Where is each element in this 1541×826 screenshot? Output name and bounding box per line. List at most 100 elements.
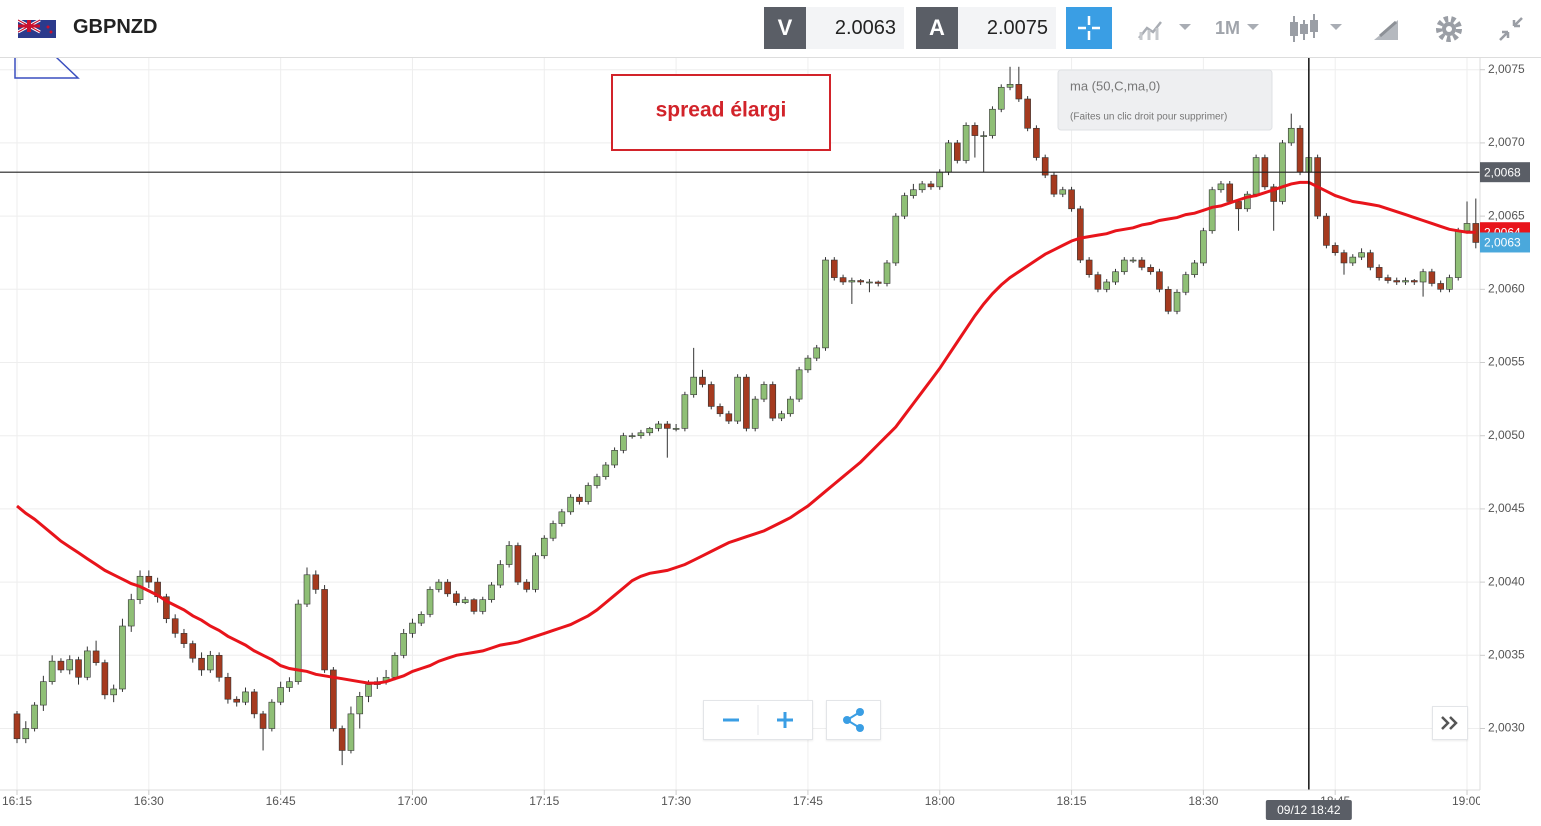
candle-body [1340, 252, 1348, 264]
candle-body [558, 511, 566, 524]
candle-body [901, 195, 908, 217]
candle-body [1200, 230, 1207, 264]
candle-body [628, 435, 636, 438]
candle-body [497, 564, 504, 586]
annotation-box [611, 74, 831, 151]
candle-body [1182, 274, 1190, 293]
candle-body [1208, 189, 1216, 232]
candle-body [321, 589, 328, 671]
candle-body [936, 171, 944, 188]
chart-type-button[interactable] [1135, 14, 1195, 44]
candle-body [1367, 252, 1374, 268]
candles-button[interactable] [1286, 12, 1346, 46]
ask-price[interactable]: 2.0075 [958, 7, 1056, 49]
candle-body [971, 125, 979, 136]
candle-body [1015, 84, 1023, 100]
settings-button[interactable] [1434, 14, 1464, 44]
candle-body [980, 135, 987, 137]
candle-body [48, 660, 56, 682]
candle-body [13, 713, 21, 740]
candle-body [1217, 183, 1225, 191]
timeframe[interactable]: 1M [1215, 18, 1241, 38]
candle-body [286, 681, 293, 688]
candle-body [330, 669, 337, 729]
plot-area [0, 58, 1480, 790]
y-tick-label: 2,0035 [1488, 647, 1525, 661]
candle-body [1173, 291, 1181, 312]
candle-body [242, 691, 249, 703]
bid-price[interactable]: 2.0063 [806, 7, 904, 49]
candle-body [1164, 289, 1172, 312]
candle-body [866, 281, 873, 284]
candle-body [1296, 127, 1304, 173]
candle-body [250, 691, 258, 715]
candle-body [1006, 84, 1014, 88]
candle-body [417, 614, 425, 624]
share-button[interactable] [826, 700, 881, 740]
candle-body [1156, 271, 1163, 290]
candle-body [1226, 183, 1234, 202]
zoom-in[interactable] [777, 712, 793, 728]
candle-body [1050, 174, 1058, 195]
draw-tool-button[interactable] [1370, 14, 1402, 44]
candle-body [848, 280, 856, 283]
candle-body [470, 599, 478, 612]
axes: 2,0030 2,0035 2,0040 2,0045 2,0050 2,0055 2,00… [2, 62, 1525, 808]
candle-body [31, 704, 38, 729]
candle-body [488, 584, 495, 600]
candle-body [1235, 201, 1242, 210]
candle-body [760, 384, 768, 400]
candle-body [1024, 98, 1031, 129]
candle-body [110, 688, 117, 696]
timeframe-caret[interactable] [1243, 14, 1263, 44]
candle-body [813, 347, 821, 359]
candle-body [207, 655, 214, 671]
candle-body [989, 108, 996, 136]
candle-body [1419, 271, 1427, 283]
candle-body [1085, 259, 1093, 275]
candle-body [699, 376, 706, 385]
candle-body [312, 574, 320, 590]
candle-body [198, 657, 205, 671]
candle-body [1375, 267, 1383, 278]
y-tick-label: 2,0055 [1488, 355, 1525, 369]
y-tick-label: 2,0045 [1488, 501, 1525, 515]
candle-body [593, 476, 601, 486]
candle-body [391, 655, 399, 678]
candle-body [751, 398, 759, 429]
candle-body [1059, 189, 1067, 195]
candle-body [584, 485, 592, 502]
candle-body [672, 428, 680, 430]
candle-body [268, 701, 276, 729]
candle-body [1252, 157, 1260, 195]
candle-body [514, 545, 522, 583]
candle-body [1331, 245, 1339, 254]
candle-body [690, 376, 697, 396]
collapse-button[interactable] [1496, 14, 1526, 44]
scroll-end-button[interactable] [1432, 706, 1468, 740]
x-tick-label: 18:00 [925, 794, 955, 808]
y-tick-label: 2,0070 [1488, 135, 1525, 149]
candle-body [1323, 215, 1330, 246]
candle-body [611, 450, 618, 466]
candle-body [338, 728, 346, 751]
candle-body [259, 713, 267, 729]
candle-body [707, 384, 715, 407]
candle-body [75, 659, 82, 678]
candle-body [505, 545, 513, 565]
flag-icon [18, 18, 56, 38]
candle-body [532, 555, 539, 590]
candle-body [22, 728, 30, 740]
y-tick-label: 2,0030 [1488, 721, 1525, 735]
candle-body [787, 398, 794, 415]
candle-body [347, 713, 355, 751]
y-tick-label: 2,0040 [1488, 574, 1525, 588]
candle-body [66, 659, 74, 671]
candle-body [734, 376, 741, 422]
crosshair-button[interactable] [1066, 7, 1112, 49]
candle-body [145, 575, 153, 583]
candle-body [1287, 127, 1295, 144]
candle-body [1349, 256, 1357, 264]
